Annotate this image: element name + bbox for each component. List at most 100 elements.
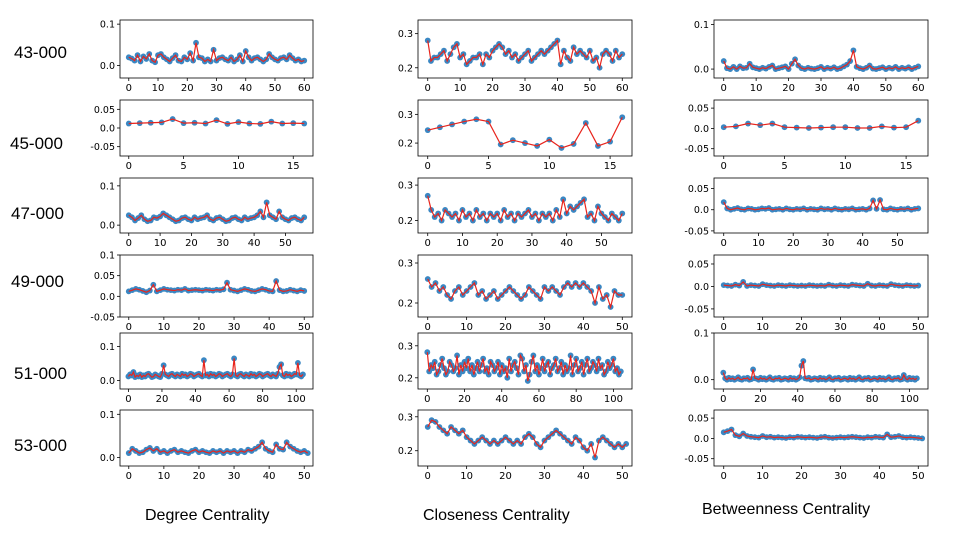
data-point xyxy=(720,369,727,376)
subplot-43-000-betweenness: 0 10 20 30 40 50 60 0.0 0.1 xyxy=(694,19,929,94)
x-tick-label: 40 xyxy=(577,322,590,333)
x-tick-label: 60 xyxy=(616,83,629,94)
y-tick-label: 0.05 xyxy=(688,259,709,270)
x-tick-label: 10 xyxy=(756,471,769,482)
x-tick-label: 40 xyxy=(263,471,276,482)
y-tick-label: 0.1 xyxy=(694,20,709,31)
series-line xyxy=(128,279,305,293)
y-tick-label: 0.1 xyxy=(100,181,115,192)
plot-frame xyxy=(713,332,929,390)
subplot-45-000-closeness: 0 5 10 15 0.2 0.3 xyxy=(398,99,633,172)
x-tick-label: 0 xyxy=(721,471,727,482)
plot-frame xyxy=(119,19,314,79)
x-tick-label: 0 xyxy=(721,83,727,94)
series-line xyxy=(722,360,918,381)
subplot-43-000-degree: 0 10 20 30 40 50 60 0.0 0.1 xyxy=(100,19,314,94)
x-tick-label: 100 xyxy=(900,394,919,405)
x-tick-label: 30 xyxy=(526,238,539,249)
row-label-49-000: 49-000 xyxy=(11,272,64,291)
y-tick-label: 0.05 xyxy=(688,104,709,115)
x-tick-label: 30 xyxy=(228,322,241,333)
y-tick-label: 0.1 xyxy=(694,329,709,340)
x-tick-label: 50 xyxy=(912,471,925,482)
row-label-45-000: 45-000 xyxy=(10,134,63,153)
x-tick-label: 20 xyxy=(185,238,198,249)
y-tick-label: 0.3 xyxy=(398,259,413,270)
plot-frame xyxy=(417,254,633,318)
x-tick-label: 20 xyxy=(795,471,808,482)
column-title-degree: Degree Centrality xyxy=(145,507,270,524)
x-tick-label: 20 xyxy=(193,322,206,333)
y-tick-label: 0.1 xyxy=(100,251,115,262)
x-tick-label: 0 xyxy=(126,322,132,333)
x-tick-label: 10 xyxy=(154,238,167,249)
x-tick-label: 10 xyxy=(839,161,852,172)
x-tick-label: 15 xyxy=(287,161,300,172)
series-line xyxy=(128,42,305,64)
x-tick-label: 30 xyxy=(228,471,241,482)
plot-frame xyxy=(119,409,314,467)
x-tick-label: 0 xyxy=(721,322,727,333)
y-tick-label: 0.3 xyxy=(398,29,413,40)
x-tick-label: 50 xyxy=(912,322,925,333)
series-line xyxy=(427,39,623,71)
series-line xyxy=(127,358,304,379)
y-tick-label: -0.05 xyxy=(684,454,709,465)
x-tick-label: 50 xyxy=(595,238,608,249)
series-line xyxy=(723,281,919,287)
x-tick-label: 50 xyxy=(879,83,892,94)
x-tick-label: 30 xyxy=(210,83,223,94)
x-tick-label: 30 xyxy=(815,83,828,94)
x-tick-label: 20 xyxy=(782,83,795,94)
subplot-51-000-betweenness: 0 20 40 60 80 100 0.0 0.1 xyxy=(694,329,929,405)
subplot-49-000-betweenness: 0 10 20 30 40 50 -0.05 0.0 0.05 xyxy=(684,254,929,333)
y-tick-label: 0.0 xyxy=(694,375,709,386)
row-label-43-000: 43-000 xyxy=(14,43,67,62)
subplot-47-000-closeness: 0 10 20 30 40 50 0.2 0.3 xyxy=(398,177,633,249)
x-tick-label: 0 xyxy=(425,238,431,249)
subplot-49-000-closeness: 0 10 20 30 40 50 0.2 0.3 xyxy=(398,254,633,333)
series-line xyxy=(427,419,627,458)
y-tick-label: 0.0 xyxy=(694,65,709,76)
y-tick-label: 0.0 xyxy=(100,376,115,387)
series-line xyxy=(723,428,923,440)
x-tick-label: 0 xyxy=(126,83,132,94)
y-tick-label: 0.2 xyxy=(398,63,413,74)
series-line xyxy=(427,278,623,310)
subplot-49-000-degree: 0 10 20 30 40 50 -0.05 0.0 0.05 0.1 xyxy=(90,251,314,333)
y-tick-label: 0.1 xyxy=(100,410,115,421)
x-tick-label: 10 xyxy=(756,322,769,333)
x-tick-label: 60 xyxy=(223,394,236,405)
x-tick-label: 40 xyxy=(495,394,508,405)
column-title-closeness: Closeness Centrality xyxy=(423,507,570,524)
x-tick-label: 20 xyxy=(491,238,504,249)
x-tick-label: 60 xyxy=(298,83,311,94)
plot-frame xyxy=(713,254,929,318)
x-tick-label: 30 xyxy=(834,471,847,482)
x-tick-label: 30 xyxy=(216,238,229,249)
x-tick-label: 40 xyxy=(248,238,261,249)
x-tick-label: 50 xyxy=(616,322,629,333)
x-tick-label: 0 xyxy=(424,394,430,405)
x-tick-label: 10 xyxy=(750,83,763,94)
x-tick-label: 20 xyxy=(181,83,194,94)
x-tick-label: 30 xyxy=(519,83,532,94)
x-tick-label: 30 xyxy=(822,238,835,249)
x-tick-label: 40 xyxy=(847,83,860,94)
x-tick-label: 0 xyxy=(721,161,727,172)
x-tick-label: 80 xyxy=(866,394,879,405)
plot-frame xyxy=(713,409,929,467)
column-title-betweenness: Betweenness Centrality xyxy=(702,501,871,518)
x-tick-label: 10 xyxy=(232,161,245,172)
x-tick-label: 20 xyxy=(499,322,512,333)
x-tick-label: 40 xyxy=(577,471,590,482)
plot-frame xyxy=(417,332,633,390)
y-tick-label: 0.2 xyxy=(398,216,413,227)
plot-frame xyxy=(713,177,929,234)
x-tick-label: 10 xyxy=(157,322,170,333)
x-tick-label: 50 xyxy=(269,83,282,94)
x-tick-label: 0 xyxy=(425,83,431,94)
subplot-51-000-closeness: 0 20 40 60 80 100 0.2 0.3 xyxy=(398,332,633,405)
x-tick-label: 0 xyxy=(425,161,431,172)
